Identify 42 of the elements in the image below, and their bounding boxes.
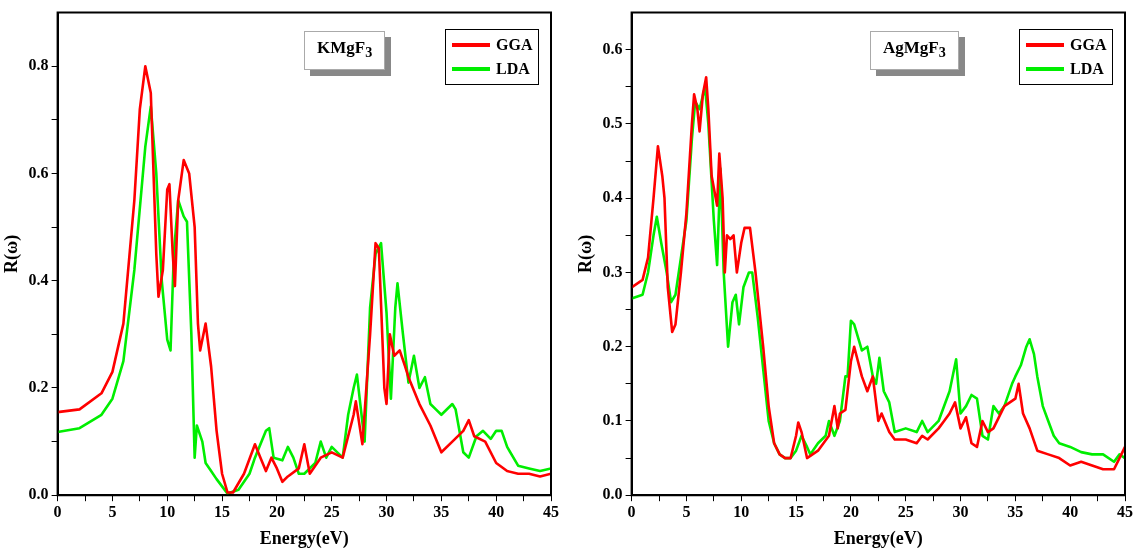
y-axis-title: R(ω) — [575, 234, 597, 273]
y-tick-label: 0.1 — [602, 411, 623, 429]
text: AgMgF$_{3}$ — [870, 30, 959, 70]
x-tick-label: 20 — [268, 503, 285, 521]
legend-label: GGA — [496, 35, 533, 54]
y-tick-label: 0.4 — [28, 270, 49, 288]
x-axis-title: Energy(eV) — [259, 527, 349, 549]
y-tick-label: 0.5 — [602, 114, 623, 132]
x-tick-label: 35 — [1007, 503, 1024, 521]
y-tick-label: 0.8 — [28, 56, 49, 74]
legend-label: GGA — [1070, 35, 1107, 54]
x-tick-label: 5 — [682, 503, 691, 521]
x-tick-label: 5 — [108, 503, 117, 521]
x-tick-label: 10 — [733, 503, 750, 521]
y-tick-label: 0.2 — [602, 336, 623, 354]
legend-label: LDA — [1070, 59, 1104, 78]
x-tick-label: 45 — [543, 503, 559, 521]
y-tick-label: 0.6 — [28, 163, 49, 181]
y-axis-title: R(ω) — [1, 234, 23, 273]
x-tick-label: 30 — [378, 503, 395, 521]
x-tick-label: 40 — [1062, 503, 1079, 521]
y-tick-label: 0.0 — [28, 485, 49, 503]
x-tick-label: 15 — [788, 503, 805, 521]
y-tick-label: 0.2 — [28, 378, 49, 396]
x-axis-title: Energy(eV) — [833, 527, 923, 549]
y-tick-label: 0.3 — [602, 262, 623, 280]
x-tick-label: 10 — [159, 503, 176, 521]
x-tick-label: 30 — [952, 503, 969, 521]
y-tick-label: 0.4 — [602, 188, 623, 206]
text: KMgF$_{3}$ — [304, 30, 386, 70]
y-tick-label: 0.0 — [602, 485, 623, 503]
x-tick-label: 25 — [323, 503, 340, 521]
x-tick-label: 0 — [53, 503, 62, 521]
x-tick-label: 40 — [488, 503, 505, 521]
x-tick-label: 15 — [214, 503, 231, 521]
x-tick-label: 0 — [627, 503, 636, 521]
y-tick-label: 0.6 — [602, 39, 623, 57]
legend-label: LDA — [496, 59, 530, 78]
x-tick-label: 35 — [433, 503, 450, 521]
x-tick-label: 25 — [897, 503, 914, 521]
x-tick-label: 20 — [842, 503, 859, 521]
x-tick-label: 45 — [1117, 503, 1133, 521]
